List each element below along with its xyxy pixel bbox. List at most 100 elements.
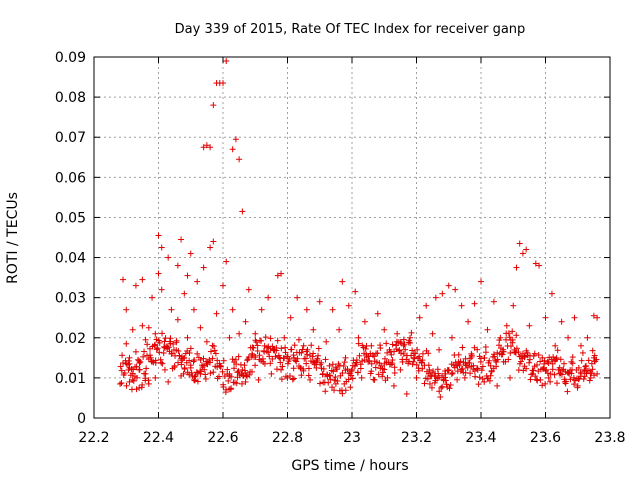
data-point: [355, 334, 362, 341]
data-point: [136, 366, 143, 373]
data-point: [530, 367, 537, 374]
x-tick-label: 23: [343, 430, 361, 446]
data-point: [279, 363, 286, 370]
data-point: [159, 360, 166, 367]
data-point: [557, 356, 564, 363]
data-point: [552, 342, 559, 349]
data-point: [429, 330, 436, 337]
data-point: [400, 336, 407, 343]
data-point: [154, 345, 161, 352]
data-point: [180, 370, 187, 377]
data-point: [466, 359, 473, 366]
data-point: [358, 374, 365, 381]
data-point: [581, 366, 588, 373]
data-point: [396, 347, 403, 354]
data-point: [180, 355, 187, 362]
data-point: [409, 347, 416, 354]
data-point: [419, 357, 426, 364]
data-point: [578, 357, 585, 364]
data-point: [505, 356, 512, 363]
data-point: [403, 390, 410, 397]
data-point: [256, 352, 263, 359]
data-point: [191, 377, 198, 384]
data-point: [228, 385, 235, 392]
data-point: [588, 360, 595, 367]
data-point: [428, 384, 435, 391]
data-point: [414, 346, 421, 353]
data-point: [139, 276, 146, 283]
data-point: [594, 314, 601, 321]
data-point: [282, 349, 289, 356]
data-point: [167, 340, 174, 347]
data-point: [379, 373, 386, 380]
data-point: [288, 346, 295, 353]
data-point: [226, 334, 233, 341]
data-point: [528, 371, 535, 378]
data-point: [443, 381, 450, 388]
data-point: [326, 362, 333, 369]
data-point: [491, 353, 498, 360]
data-point: [314, 357, 321, 364]
data-point: [161, 366, 168, 373]
data-point: [223, 386, 230, 393]
data-point: [524, 349, 531, 356]
data-point: [452, 286, 459, 293]
data-point: [543, 366, 550, 373]
data-point: [286, 355, 293, 362]
x-axis-title: GPS time / hours: [291, 458, 408, 474]
data-point: [402, 346, 409, 353]
grid-layer: [94, 57, 610, 418]
data-point: [526, 356, 533, 363]
data-point: [252, 362, 259, 369]
data-point: [397, 350, 404, 357]
data-point: [519, 250, 526, 257]
data-point: [494, 356, 501, 363]
data-point: [580, 376, 587, 383]
data-point: [397, 339, 404, 346]
data-point: [186, 357, 193, 364]
data-point: [339, 390, 346, 397]
data-point: [381, 366, 388, 373]
data-point: [334, 366, 341, 373]
data-point: [200, 355, 207, 362]
data-point: [268, 370, 275, 377]
data-point: [155, 232, 162, 239]
data-point: [342, 354, 349, 361]
data-point: [235, 353, 242, 360]
x-tick-label: 22.6: [207, 430, 238, 446]
data-point: [198, 368, 205, 375]
data-point: [331, 377, 338, 384]
chart-title: Day 339 of 2015, Rate Of TEC Index for r…: [175, 22, 526, 37]
data-point: [132, 348, 139, 355]
data-point: [510, 302, 517, 309]
data-point: [458, 302, 465, 309]
data-point: [534, 377, 541, 384]
data-point: [318, 359, 325, 366]
data-point: [583, 362, 590, 369]
data-point: [448, 334, 455, 341]
data-point: [383, 340, 390, 347]
data-point: [486, 377, 493, 384]
data-point: [294, 294, 301, 301]
data-point: [568, 370, 575, 377]
data-point: [577, 342, 584, 349]
data-point: [389, 341, 396, 348]
data-point: [553, 354, 560, 361]
data-point: [152, 330, 159, 337]
data-point: [152, 374, 159, 381]
data-point: [408, 329, 415, 336]
data-point: [585, 357, 592, 364]
data-point: [320, 365, 327, 372]
data-point: [265, 294, 272, 301]
data-point: [397, 366, 404, 373]
data-point: [152, 341, 159, 348]
data-point: [207, 244, 214, 251]
y-tick-label: 0.07: [55, 130, 86, 146]
data-point: [488, 368, 495, 375]
data-point: [544, 358, 551, 365]
y-tick-label: 0.01: [55, 371, 86, 387]
data-point: [565, 334, 572, 341]
data-point: [174, 316, 181, 323]
